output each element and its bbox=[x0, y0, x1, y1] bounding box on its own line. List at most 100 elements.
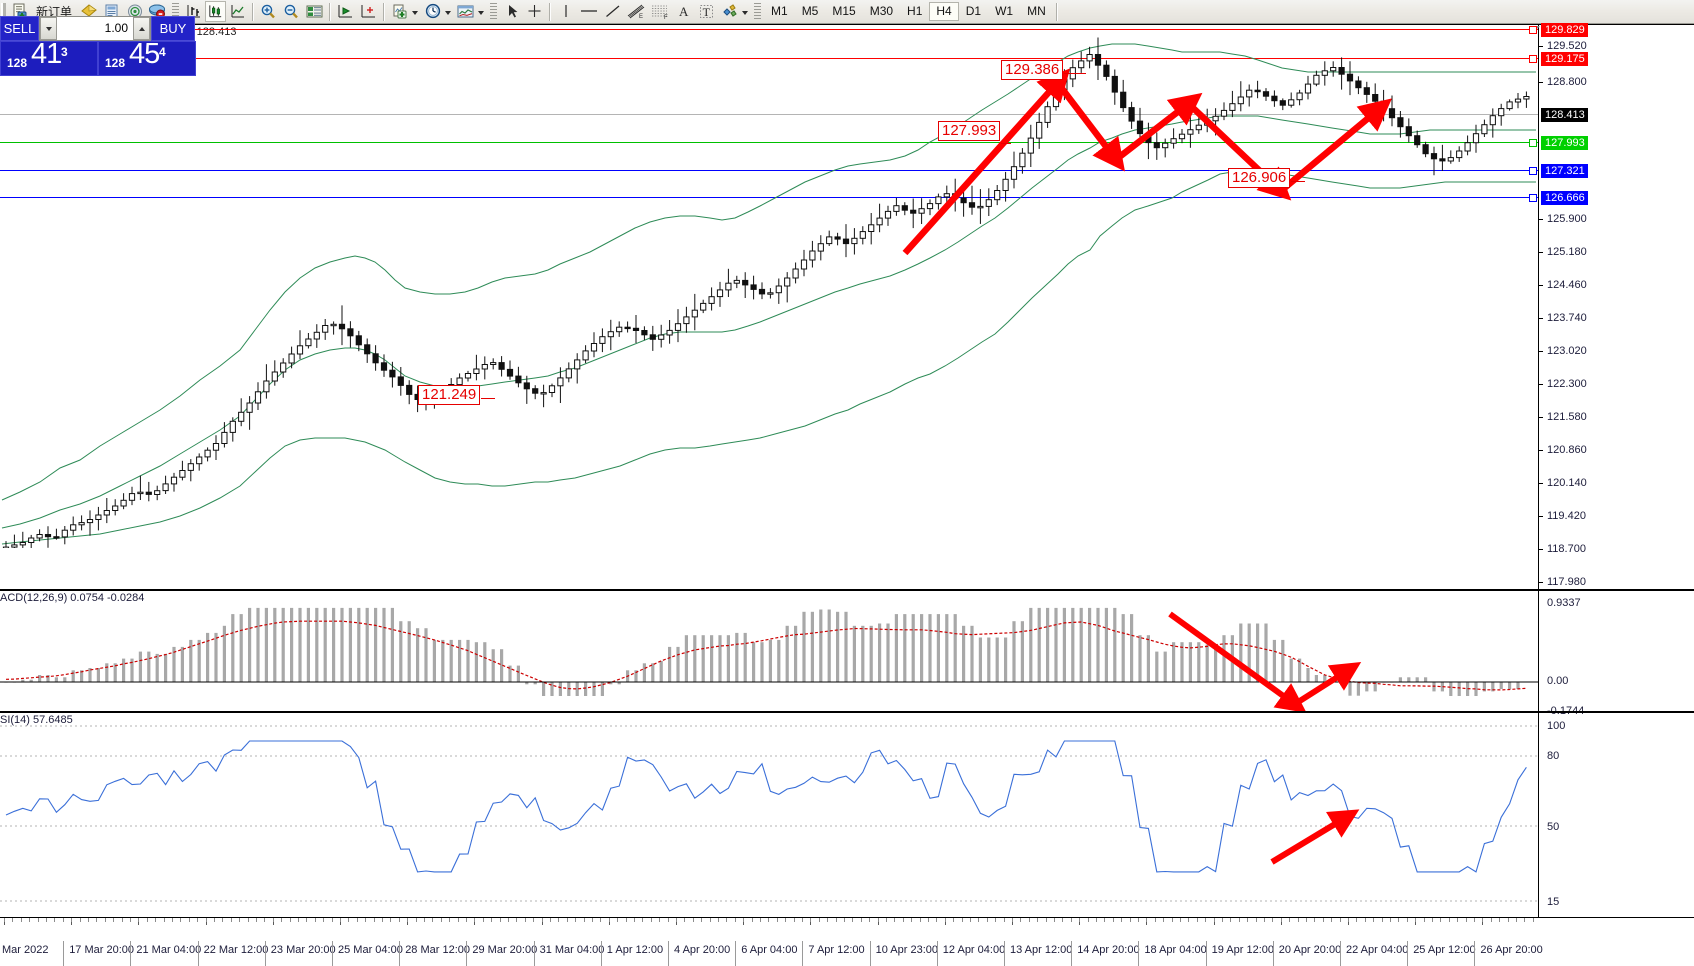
toolbar-grip-2[interactable] bbox=[172, 3, 180, 20]
zoom-in-button[interactable] bbox=[257, 1, 280, 22]
date-minor-tick bbox=[542, 918, 543, 922]
date-minor-tick bbox=[138, 918, 139, 922]
periods-button[interactable] bbox=[421, 1, 444, 22]
chart-window[interactable]: USDJPY-,H4 128.301 128.437 128.301 128.4… bbox=[0, 23, 1694, 966]
price-trend-arrows[interactable] bbox=[0, 30, 1538, 548]
timeframe-m1[interactable]: M1 bbox=[771, 4, 788, 18]
buy-price-display[interactable]: 128 45 4 bbox=[98, 38, 196, 76]
timeframe-m5[interactable]: M5 bbox=[801, 4, 819, 18]
annotation-swing-high[interactable]: 129.386 bbox=[1001, 60, 1064, 80]
annotation-swing-low-march[interactable]: 121.249 bbox=[418, 385, 481, 405]
chart-shift-button[interactable] bbox=[357, 1, 380, 22]
date-separator bbox=[1272, 941, 1274, 966]
level-line-127-993[interactable] bbox=[0, 142, 1538, 143]
timeframe-h1[interactable]: H1 bbox=[907, 4, 923, 18]
lot-size-stepper[interactable]: 1.00 bbox=[39, 16, 151, 41]
new-order-label-wrap[interactable]: 新订单 bbox=[31, 1, 77, 22]
periods-dropdown-caret[interactable] bbox=[445, 10, 452, 15]
data-window-button[interactable] bbox=[303, 1, 326, 22]
date-minor-tick bbox=[1432, 918, 1433, 922]
trend-arrow-up-1[interactable] bbox=[902, 68, 1071, 256]
date-minor-tick bbox=[1533, 918, 1534, 922]
support-level-tag-1[interactable]: 127.321 bbox=[1541, 164, 1588, 178]
macd-arrow-down[interactable] bbox=[1168, 611, 1307, 713]
templates-dropdown-caret[interactable] bbox=[478, 10, 485, 15]
shapes-dropdown-caret[interactable] bbox=[742, 10, 749, 15]
date-minor-tick bbox=[668, 918, 669, 922]
level-handle-126-666[interactable] bbox=[1529, 194, 1537, 202]
resistance-level-tag-1[interactable]: 129.829 bbox=[1541, 23, 1588, 37]
price-label-120-140: 120.140 bbox=[1547, 477, 1587, 489]
trendline-button[interactable] bbox=[601, 1, 624, 22]
date-label: 23 Mar 20:00 bbox=[270, 944, 336, 956]
timeframe-d1[interactable]: D1 bbox=[965, 4, 982, 18]
level-handle-127-321[interactable] bbox=[1529, 167, 1537, 175]
price-tick bbox=[1538, 219, 1543, 220]
one-click-trading-panel[interactable]: SELL 1.00 BUY 128 41 3 128 45 4 bbox=[0, 16, 196, 76]
candlestick-chart-button[interactable] bbox=[205, 1, 227, 22]
network-button[interactable] bbox=[123, 1, 146, 22]
timeframe-w1[interactable]: W1 bbox=[995, 4, 1014, 18]
sell-price-display[interactable]: 128 41 3 bbox=[0, 38, 98, 76]
timeframe-m30[interactable]: M30 bbox=[869, 4, 894, 18]
level-line-129-175[interactable] bbox=[0, 58, 1538, 59]
date-separator bbox=[1340, 941, 1341, 966]
cursor-button[interactable] bbox=[500, 1, 523, 22]
lot-decrease-button[interactable] bbox=[40, 17, 57, 40]
level-handle-127-993[interactable] bbox=[1529, 139, 1537, 147]
trend-arrow-up-3[interactable] bbox=[1279, 98, 1392, 193]
annotation-pivot[interactable]: 127.993 bbox=[938, 121, 1001, 141]
price-label-119-420: 119.420 bbox=[1547, 510, 1586, 522]
support-level-tag-2[interactable]: 126.666 bbox=[1541, 191, 1588, 205]
resistance-level-tag-2[interactable]: 129.175 bbox=[1541, 52, 1588, 66]
date-label: 14 Apr 20:00 bbox=[1077, 944, 1140, 956]
date-minor-tick bbox=[290, 918, 291, 922]
rsi-arrow-up[interactable] bbox=[1270, 809, 1360, 865]
pivot-level-tag[interactable]: 127.993 bbox=[1541, 136, 1588, 150]
text-label-button[interactable]: T bbox=[695, 1, 718, 22]
trend-arrow-up-2[interactable] bbox=[1116, 92, 1203, 161]
svg-text:T: T bbox=[703, 5, 711, 19]
horizontal-line-button[interactable] bbox=[577, 1, 601, 22]
vertical-line-button[interactable] bbox=[554, 1, 577, 22]
level-line-127-321[interactable] bbox=[0, 170, 1538, 171]
shapes-button[interactable] bbox=[718, 1, 741, 22]
indicators-button[interactable] bbox=[388, 1, 411, 22]
timeframe-m15[interactable]: M15 bbox=[832, 4, 856, 18]
toolbar-grip-3[interactable] bbox=[490, 3, 498, 20]
date-separator bbox=[533, 941, 535, 966]
macd-trend-arrows[interactable] bbox=[0, 590, 1538, 714]
buy-button[interactable]: BUY bbox=[151, 16, 195, 41]
lot-increase-button[interactable] bbox=[133, 17, 150, 40]
toolbar-grip-4[interactable] bbox=[754, 3, 762, 20]
fibonacci-retracement-button[interactable]: F bbox=[648, 1, 672, 22]
level-line-129-829[interactable] bbox=[0, 29, 1538, 30]
annotation-swing-low-recent[interactable]: 126.906 bbox=[1228, 168, 1291, 188]
date-minor-tick bbox=[878, 918, 879, 922]
timeframe-mn[interactable]: MN bbox=[1027, 4, 1046, 18]
date-separator bbox=[264, 941, 266, 966]
auto-scroll-button[interactable] bbox=[334, 1, 357, 22]
date-separator bbox=[668, 941, 669, 966]
level-handle-129-175[interactable] bbox=[1529, 55, 1537, 63]
level-line-126-666[interactable] bbox=[0, 197, 1538, 198]
price-label-129-520: 129.520 bbox=[1547, 40, 1587, 52]
toolbar-grip-1[interactable] bbox=[1, 2, 6, 21]
level-handle-129-829[interactable] bbox=[1529, 26, 1537, 34]
indicators-dropdown-caret[interactable] bbox=[412, 10, 419, 15]
lot-size-input[interactable]: 1.00 bbox=[57, 17, 133, 40]
line-chart-button[interactable] bbox=[226, 1, 249, 22]
templates-button[interactable] bbox=[454, 1, 477, 22]
date-minor-tick bbox=[1407, 918, 1408, 922]
sell-button[interactable]: SELL bbox=[0, 16, 39, 41]
rsi-trend-arrows[interactable] bbox=[0, 714, 1538, 918]
trend-arrow-down-1[interactable] bbox=[1057, 84, 1126, 172]
macd-arrow-up[interactable] bbox=[1293, 661, 1362, 707]
zoom-out-button[interactable] bbox=[280, 1, 303, 22]
text-button[interactable]: A bbox=[672, 1, 695, 22]
equidistant-channel-button[interactable]: E bbox=[624, 1, 648, 22]
date-minor-tick bbox=[374, 918, 375, 922]
date-minor-tick bbox=[390, 918, 391, 922]
timeframe-h4[interactable]: H4 bbox=[929, 2, 959, 21]
crosshair-button[interactable] bbox=[523, 1, 546, 22]
